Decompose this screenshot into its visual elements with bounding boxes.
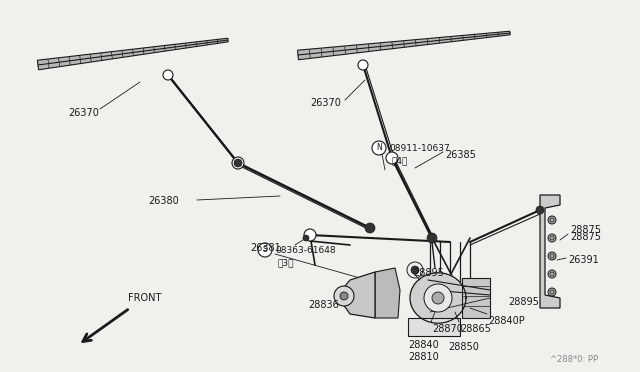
Polygon shape (298, 31, 510, 60)
Text: 08363-61648: 08363-61648 (275, 246, 335, 255)
Circle shape (372, 141, 386, 155)
Text: 08911-10637: 08911-10637 (389, 144, 450, 153)
Circle shape (365, 223, 375, 233)
Polygon shape (462, 278, 490, 318)
Polygon shape (340, 272, 375, 318)
Text: 26391: 26391 (568, 255, 599, 265)
Text: N: N (376, 144, 382, 153)
Circle shape (258, 243, 272, 257)
Text: 28840P: 28840P (488, 316, 525, 326)
Circle shape (548, 288, 556, 296)
Text: 28865: 28865 (460, 324, 491, 334)
Text: （4）: （4） (392, 156, 408, 165)
Text: 28895: 28895 (413, 268, 444, 278)
Circle shape (548, 252, 556, 260)
Circle shape (304, 229, 316, 241)
Text: 26370: 26370 (68, 108, 99, 118)
Polygon shape (540, 195, 560, 308)
Text: 28875: 28875 (570, 225, 601, 235)
Polygon shape (410, 273, 466, 323)
Circle shape (163, 70, 173, 80)
Text: 28836: 28836 (308, 300, 339, 310)
Circle shape (232, 157, 244, 169)
Circle shape (548, 216, 556, 224)
Circle shape (303, 235, 309, 241)
Circle shape (340, 292, 348, 300)
Text: （3）: （3） (278, 258, 294, 267)
Text: 28870: 28870 (432, 324, 463, 334)
Text: 26385: 26385 (445, 150, 476, 160)
Text: S: S (262, 246, 268, 254)
Circle shape (548, 234, 556, 242)
Circle shape (386, 152, 398, 164)
Circle shape (411, 266, 419, 274)
Circle shape (334, 286, 354, 306)
Polygon shape (37, 38, 228, 70)
Circle shape (234, 159, 242, 167)
Text: 28840: 28840 (408, 340, 439, 350)
Text: FRONT: FRONT (128, 293, 161, 303)
Text: 28850: 28850 (448, 342, 479, 352)
Text: ^288*0: PP: ^288*0: PP (550, 355, 598, 364)
Polygon shape (375, 268, 400, 318)
Text: 28810: 28810 (408, 352, 439, 362)
Circle shape (548, 270, 556, 278)
Text: 26370: 26370 (310, 98, 341, 108)
Circle shape (432, 292, 444, 304)
Text: 26380: 26380 (148, 196, 179, 206)
Text: 28875: 28875 (570, 232, 601, 242)
Polygon shape (408, 318, 460, 336)
Text: 28895: 28895 (508, 297, 539, 307)
Circle shape (427, 233, 437, 243)
Text: 26381: 26381 (250, 243, 281, 253)
Circle shape (424, 284, 452, 312)
Circle shape (536, 206, 544, 214)
Circle shape (358, 60, 368, 70)
